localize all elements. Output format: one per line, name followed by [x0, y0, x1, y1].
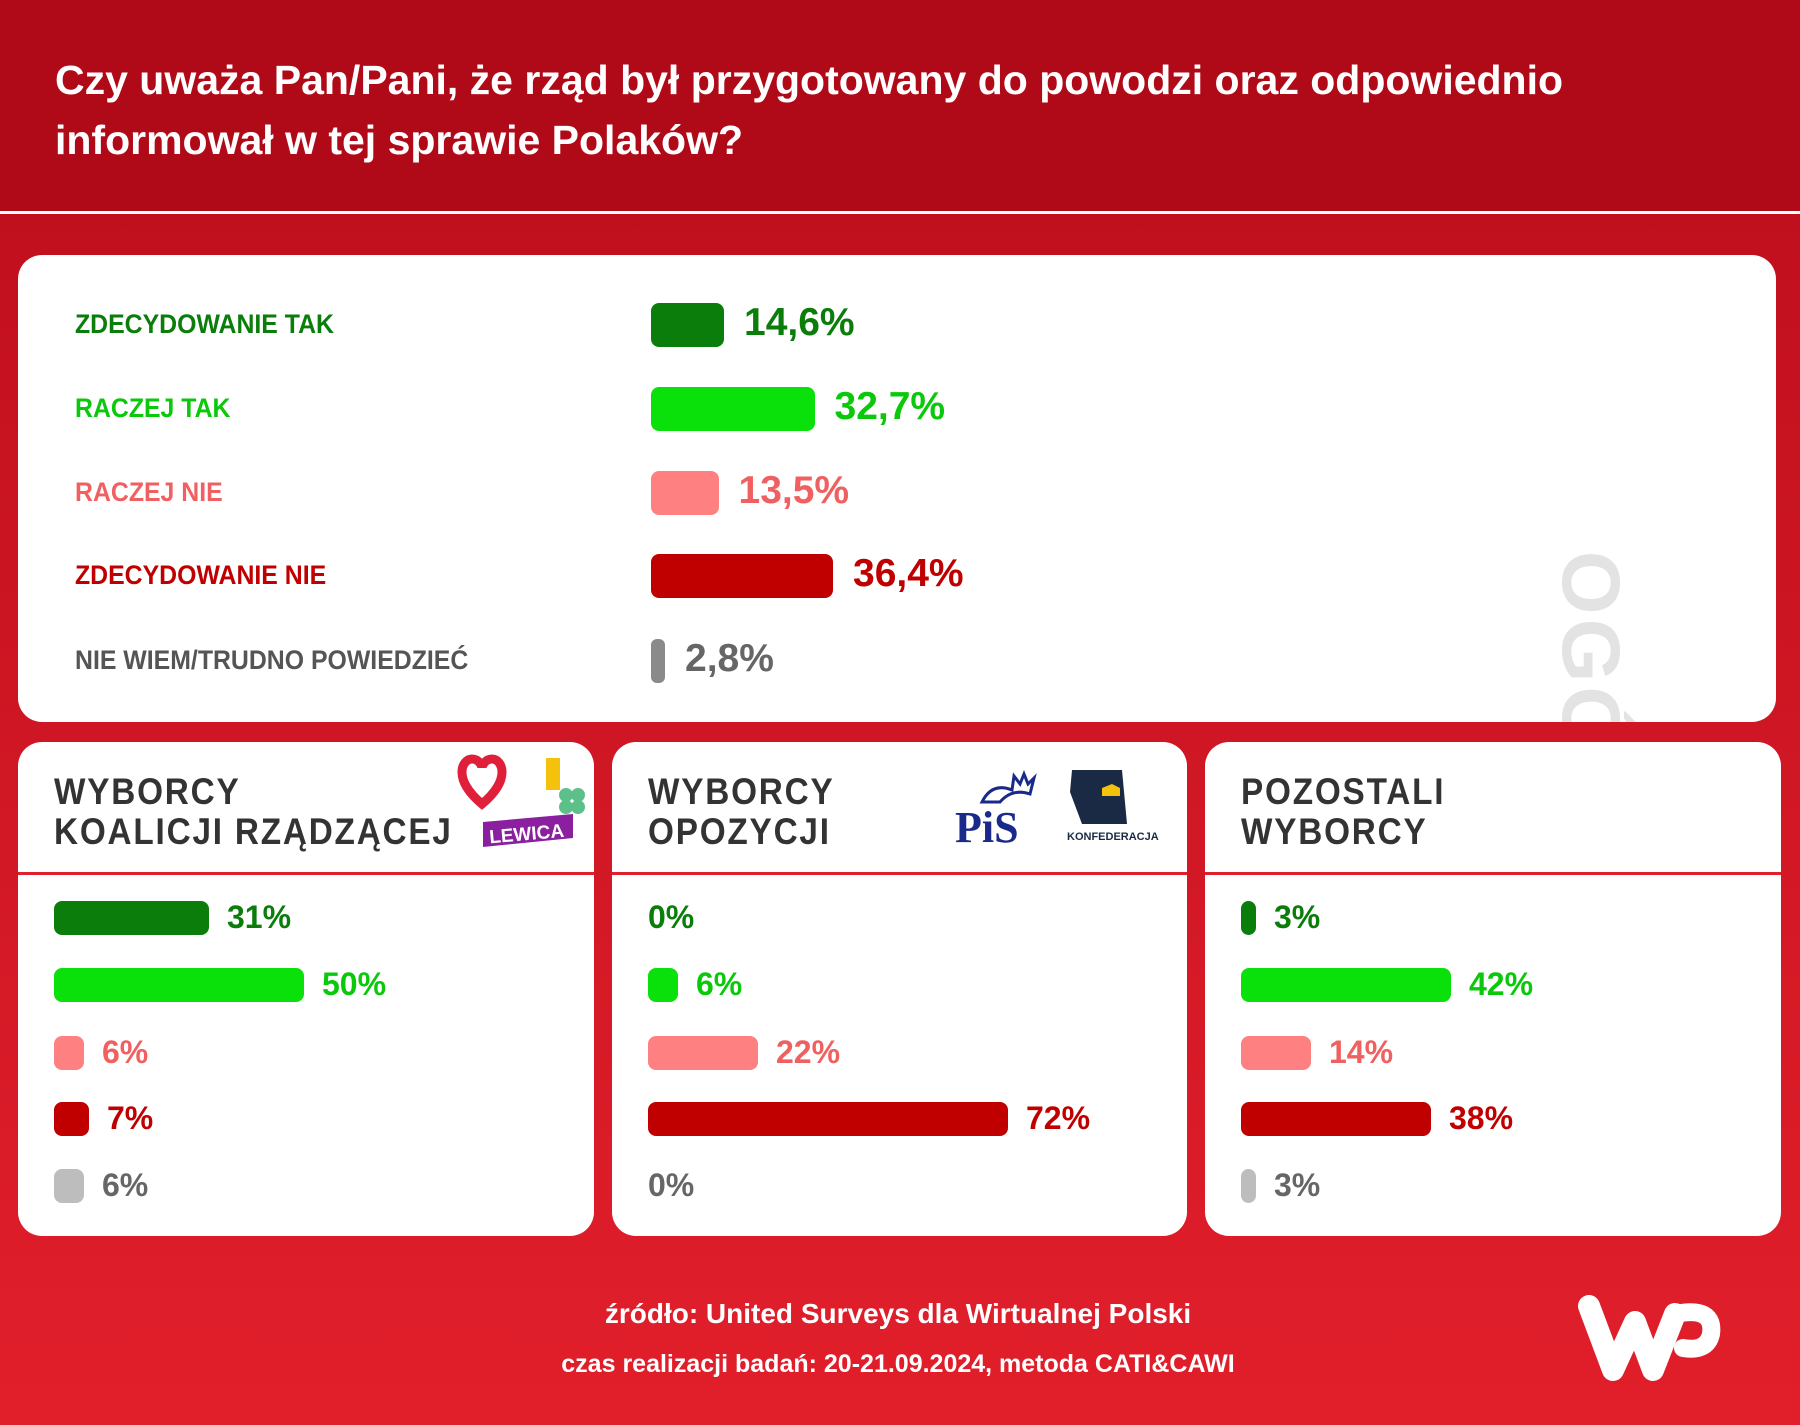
card-title: POZOSTALI WYBORCY — [1241, 772, 1445, 852]
category-label: NIE WIEM/TRUDNO POWIEDZIEĆ — [75, 645, 469, 675]
opposition-party-logos: PiS KONFEDERACJA — [955, 769, 1159, 852]
value-label: 36,4% — [853, 552, 964, 595]
card-divider — [612, 872, 1187, 875]
page-title: Czy uważa Pan/Pani, że rząd był przygoto… — [55, 57, 1564, 163]
bar-3 — [651, 554, 833, 598]
value-label: 13,5% — [738, 469, 850, 512]
opposition-voters-card: WYBORCY OPOZYCJI PiS KONFEDERACJA 0% 6% 22%… — [612, 742, 1187, 1236]
value-label: 32,7% — [834, 385, 946, 428]
bar-1 — [1241, 968, 1451, 1002]
bar-0 — [651, 303, 724, 347]
value-label: 14,6% — [744, 301, 855, 344]
value-label: 50% — [322, 966, 387, 1002]
heart-logo — [457, 754, 507, 810]
bar-3 — [1241, 1102, 1431, 1136]
header: Czy uważa Pan/Pani, że rząd był przygoto… — [0, 0, 1800, 212]
lewica-logo — [483, 814, 573, 847]
value-label: 3% — [1274, 1167, 1321, 1203]
card-title-line: OPOZYCJI — [648, 811, 831, 852]
category-label: RACZEJ TAK — [75, 393, 231, 423]
2050-logo — [546, 758, 560, 790]
card-title-line: WYBORCY — [1241, 811, 1428, 852]
category-label: ZDECYDOWANIE TAK — [75, 309, 334, 339]
bar-1 — [651, 387, 815, 431]
bar-4 — [651, 639, 665, 683]
category-label: ZDECYDOWANIE NIE — [75, 560, 327, 590]
pis-eagle-logo — [979, 769, 1037, 804]
value-label: 0% — [648, 899, 695, 935]
source-text: źródło: United Surveys dla Wirtualnej Po… — [604, 1298, 1192, 1329]
value-label: 72% — [1026, 1100, 1091, 1136]
category-label: RACZEJ NIE — [75, 477, 223, 507]
bar-1 — [54, 968, 304, 1002]
bar-2 — [54, 1036, 84, 1070]
bar-1 — [648, 968, 678, 1002]
header-divider — [0, 211, 1800, 214]
value-label: 38% — [1449, 1100, 1514, 1136]
bar-2 — [1241, 1036, 1311, 1070]
wp-logo — [1578, 1295, 1721, 1381]
value-label: 2,8% — [685, 637, 774, 680]
konfederacja-logo — [1070, 770, 1127, 824]
value-label: 7% — [107, 1100, 154, 1136]
value-label: 6% — [102, 1167, 149, 1203]
value-label: 22% — [776, 1034, 841, 1070]
bar-2 — [651, 471, 719, 515]
card-title-line: WYBORCY — [54, 771, 241, 812]
coalition-party-logos: LEWICA — [457, 754, 585, 848]
other-voters-card: POZOSTALI WYBORCY 3% 42% 14% 38% 3% — [1205, 742, 1781, 1236]
value-label: 3% — [1274, 899, 1321, 935]
value-label: 6% — [696, 966, 743, 1002]
value-label: 31% — [227, 899, 292, 935]
clover-logo — [559, 788, 585, 814]
card-divider — [18, 872, 594, 875]
overall-card: OGÓŁEM ZDECYDOWANIE TAK 14,6% RACZEJ TAK 32… — [18, 255, 1776, 722]
overall-label: OGÓŁEM — [1543, 551, 1637, 722]
bar-2 — [648, 1036, 758, 1070]
bar-0 — [54, 901, 209, 935]
konfederacja-text: KONFEDERACJA — [1067, 831, 1159, 843]
card-title: WYBORCY OPOZYCJI — [648, 772, 835, 852]
coalition-voters-card: WYBORCY KOALICJI RZĄDZĄCEJ LEWICA 31% 50% 6… — [18, 742, 594, 1236]
card-title-line: WYBORCY — [648, 771, 835, 812]
bar-4 — [1241, 1169, 1256, 1203]
value-label: 14% — [1329, 1034, 1394, 1070]
bar-0 — [1241, 901, 1256, 935]
card-title: WYBORCY KOALICJI RZĄDZĄCEJ — [54, 772, 453, 852]
card-title-line: POZOSTALI — [1241, 771, 1446, 812]
bar-3 — [648, 1102, 1008, 1136]
value-label: 42% — [1469, 966, 1534, 1002]
card-divider — [1205, 872, 1781, 875]
card-title-line: KOALICJI RZĄDZĄCEJ — [54, 811, 453, 852]
bar-4 — [54, 1169, 84, 1203]
value-label: 0% — [648, 1167, 695, 1203]
bar-3 — [54, 1102, 89, 1136]
method-text: czas realizacji badań: 20-21.09.2024, me… — [561, 1350, 1235, 1378]
pis-text: PiS — [955, 803, 1019, 852]
value-label: 6% — [102, 1034, 149, 1070]
